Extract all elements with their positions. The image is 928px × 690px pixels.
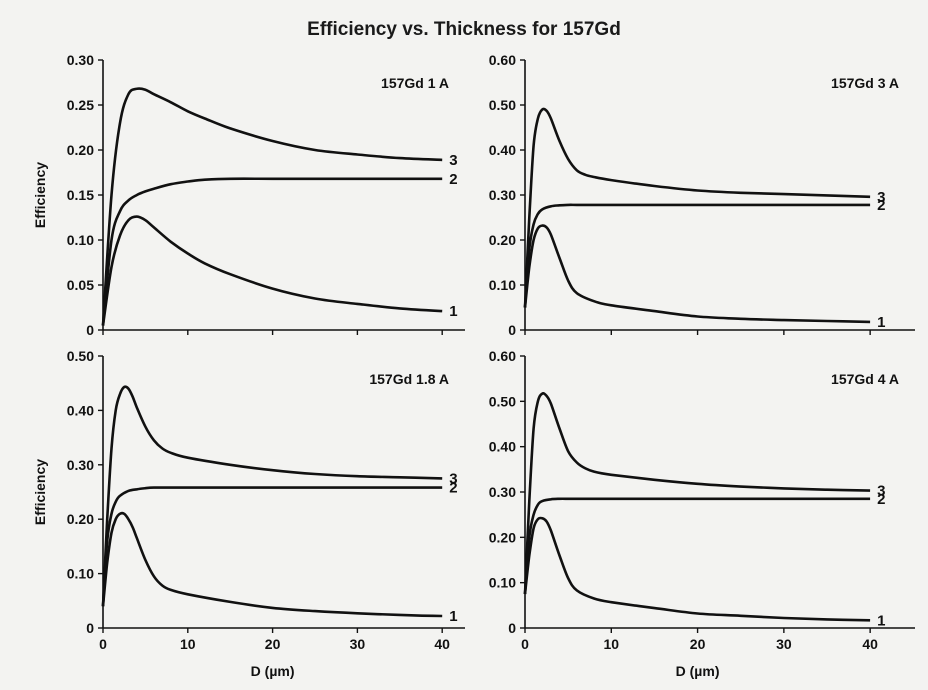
curve-label-2: 2 (449, 171, 457, 188)
y-tick-label: 0.40 (489, 439, 516, 455)
series-line-3 (101, 87, 443, 326)
curve-label-2: 2 (449, 480, 457, 497)
panel-157gd-1a: 0 0.05 0.10 0.15 0.20 0.25 0.30 157Gd 1 A Effici… (32, 52, 465, 338)
y-tick-label: 0.30 (67, 52, 94, 68)
x-tick-label: 40 (862, 636, 878, 652)
y-tick-label: 0.10 (67, 232, 94, 248)
y-tick-label: 0.20 (67, 142, 94, 158)
curve-label-1: 1 (877, 314, 885, 331)
series-line-2 (101, 177, 443, 326)
panel-title: 157Gd 3 A (831, 75, 899, 91)
curve-label-1: 1 (877, 612, 885, 629)
panel-title: 157Gd 4 A (831, 371, 899, 387)
x-tick-label: 40 (434, 636, 450, 652)
y-tick-label: 0.10 (67, 566, 94, 582)
figure-title: Efficiency vs. Thickness for 157Gd (307, 19, 621, 40)
x-tick-label: 30 (776, 636, 792, 652)
series-line-2 (523, 497, 871, 595)
series-line-1 (101, 511, 443, 618)
y-tick-label: 0 (508, 620, 516, 636)
x-tick-label: 20 (690, 636, 706, 652)
y-tick-label: 0.40 (67, 402, 94, 418)
y-tick-label: 0.60 (489, 52, 516, 68)
y-tick-label: 0.50 (489, 97, 516, 113)
curve-label-2: 2 (877, 197, 885, 214)
y-tick-label: 0.40 (489, 142, 516, 158)
x-tick-label: 30 (350, 636, 366, 652)
series-line-2 (101, 486, 443, 607)
y-axis-label: Efficiency (32, 459, 48, 525)
curve-label-3: 3 (877, 483, 885, 500)
y-axis-label: Efficiency (32, 162, 48, 228)
series-line-3 (523, 107, 871, 308)
x-tick-label: 10 (180, 636, 196, 652)
y-tick-label: 0.10 (489, 575, 516, 591)
series-line-2 (523, 203, 871, 308)
y-tick-label: 0 (86, 322, 94, 338)
panel-157gd-4a: 0 0.10 0.20 0.30 0.40 0.50 0.60 0 10 20 30 40 157Gd … (489, 348, 915, 679)
x-axis-label: D (µm) (676, 663, 720, 679)
y-tick-label: 0.20 (67, 511, 94, 527)
series-line-1 (523, 224, 871, 324)
y-tick-label: 0.10 (489, 277, 516, 293)
series-line-3 (523, 392, 871, 595)
y-tick-label: 0.60 (489, 348, 516, 364)
curve-label-3: 3 (449, 152, 457, 169)
x-tick-label: 10 (603, 636, 619, 652)
y-tick-label: 0.05 (67, 277, 94, 293)
y-tick-label: 0.30 (489, 187, 516, 203)
series-line-3 (101, 385, 443, 607)
panel-157gd-3a: 0 0.10 0.20 0.30 0.40 0.50 0.60 157Gd 3 A 1 23 (489, 52, 915, 338)
panel-title: 157Gd 1 A (381, 75, 449, 91)
y-tick-label: 0 (508, 322, 516, 338)
x-tick-label: 20 (265, 636, 281, 652)
x-tick-label: 0 (521, 636, 529, 652)
y-tick-label: 0.50 (67, 348, 94, 364)
series-line-1 (523, 516, 871, 622)
curve-label-3: 3 (449, 470, 457, 487)
y-tick-label: 0 (86, 620, 94, 636)
y-tick-label: 0.20 (489, 232, 516, 248)
series-line-1 (101, 215, 443, 326)
y-tick-label: 0.20 (489, 529, 516, 545)
curve-label-2: 2 (877, 491, 885, 508)
x-axis-label: D (µm) (251, 663, 295, 679)
curve-label-3: 3 (877, 189, 885, 206)
curve-label-1: 1 (449, 303, 457, 320)
y-tick-label: 0.15 (67, 187, 94, 203)
panel-157gd-1-8a: 0 0.10 0.20 0.30 0.40 0.50 0 10 20 30 40 157Gd 1.8 … (32, 348, 465, 679)
x-tick-label: 0 (99, 636, 107, 652)
y-tick-label: 0.25 (67, 97, 94, 113)
y-tick-label: 0.30 (489, 484, 516, 500)
curve-label-1: 1 (449, 608, 457, 625)
y-tick-label: 0.30 (67, 457, 94, 473)
y-tick-label: 0.50 (489, 393, 516, 409)
panel-title: 157Gd 1.8 A (369, 371, 449, 387)
